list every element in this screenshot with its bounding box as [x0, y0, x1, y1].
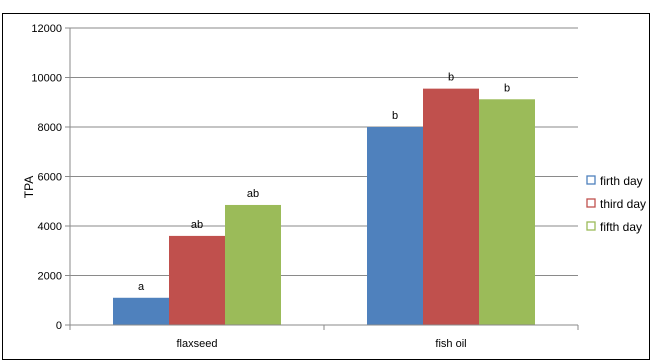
y-tick-label: 8000 [38, 122, 62, 134]
data-label: a [138, 281, 145, 293]
legend-swatch-fifth-day [586, 221, 596, 231]
bars [113, 88, 535, 325]
data-label: ab [247, 188, 259, 200]
bar-fish-oil-firth-day [367, 127, 423, 325]
y-tick-label: 2000 [38, 271, 62, 283]
legend-swatch-firth-day [586, 175, 596, 185]
y-tick-label: 4000 [38, 221, 62, 233]
legend-label: fifth day [600, 220, 642, 234]
axes: 0 2000 4000 6000 8000 10000 12000 [31, 23, 579, 332]
x-category-label: flaxseed [177, 338, 218, 350]
y-axis-title: TPA [22, 176, 36, 198]
y-tick-label: 12000 [31, 23, 62, 35]
bar-fish-oil-third-day [423, 88, 479, 325]
legend-label: third day [600, 197, 646, 211]
bar-flaxseed-fifth-day [225, 204, 281, 325]
legend: firth day third day fifth day [586, 174, 646, 234]
y-tick-label: 0 [56, 320, 62, 332]
bar-flaxseed-third-day [169, 235, 225, 325]
data-label: ab [191, 219, 203, 231]
y-tick-label: 10000 [31, 73, 62, 85]
chart-frame [2, 13, 650, 360]
data-label: b [392, 110, 398, 122]
legend-swatch-third-day [586, 198, 596, 208]
bar-fish-oil-fifth-day [479, 99, 535, 325]
bar-flaxseed-firth-day [113, 297, 169, 325]
y-tick-label: 6000 [38, 172, 62, 184]
x-category-label: fish oil [435, 338, 466, 350]
data-label: b [448, 72, 454, 84]
legend-label: firth day [600, 174, 643, 188]
labels: a ab ab flaxseed b b b fish oil [138, 72, 510, 350]
data-label: b [504, 82, 510, 94]
